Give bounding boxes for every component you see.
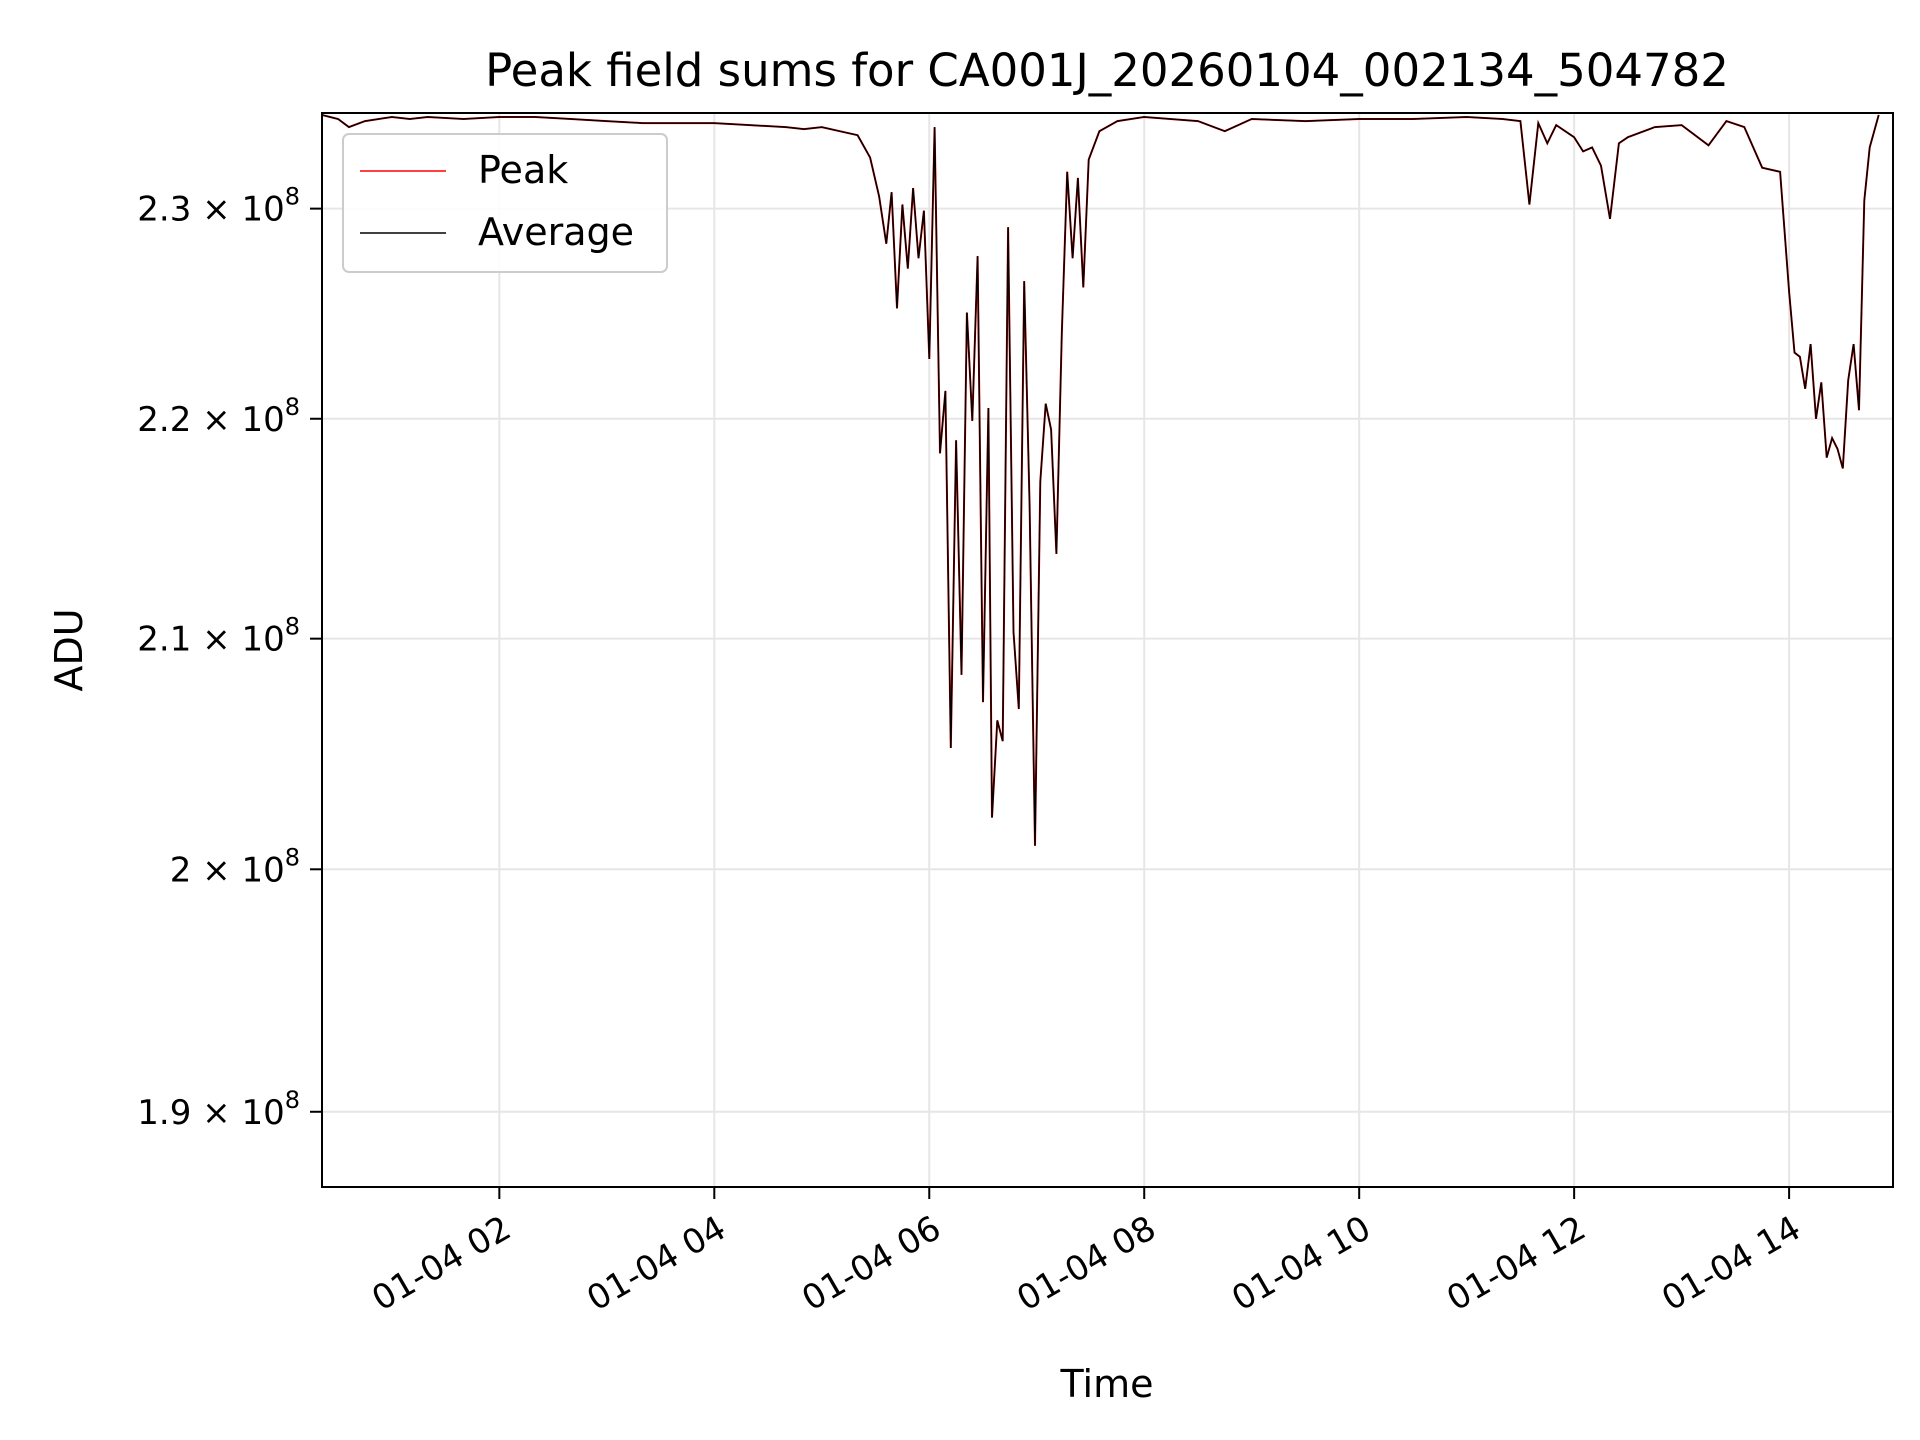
y-axis-ticks: 1.9 × 108 2 × 108 2.1 × 108 2.2 × 108 2.3 × … — [137, 183, 322, 1133]
y-axis-label: ADU — [47, 608, 91, 691]
legend-box — [342, 133, 668, 273]
y-tick-label: 1.9 × 108 — [137, 1086, 300, 1133]
y-tick-label: 2.3 × 108 — [137, 183, 300, 230]
legend: Peak Average — [342, 133, 668, 273]
y-tick-label: 2.1 × 108 — [137, 613, 300, 660]
x-axis-label: Time — [1060, 1362, 1154, 1406]
chart-title: Peak field sums for CA001J_20260104_0021… — [485, 44, 1729, 97]
series-line-average — [322, 114, 1880, 846]
legend-label-average: Average — [478, 210, 634, 254]
y-tick-label: 2.2 × 108 — [137, 393, 300, 440]
series-lines — [322, 114, 1880, 846]
y-tick-label: 2 × 108 — [170, 843, 300, 890]
plot-frame — [321, 112, 1894, 1188]
legend-label-peak: Peak — [478, 148, 568, 192]
